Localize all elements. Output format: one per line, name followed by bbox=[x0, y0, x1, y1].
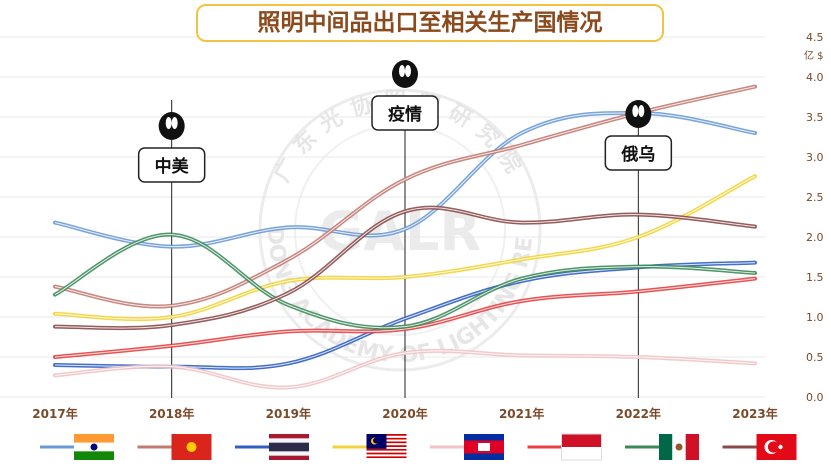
legend-flag-mexico-icon bbox=[659, 434, 699, 460]
series-line-highlight bbox=[54, 234, 756, 329]
annotation-box bbox=[371, 95, 439, 131]
legend-flag-malaysia-icon bbox=[366, 434, 407, 460]
legend-flag-india-icon bbox=[74, 434, 114, 460]
y-tick-label: 2.0 bbox=[806, 231, 824, 244]
annotation-label: 疫情 bbox=[388, 104, 422, 125]
annotation-icon-detail bbox=[632, 105, 639, 117]
y-tick-label: 0.0 bbox=[806, 391, 824, 404]
x-tick-label: 2021年 bbox=[499, 406, 544, 421]
legend-flag-vietnam-icon bbox=[171, 434, 212, 460]
annotation-label: 俄乌 bbox=[620, 144, 655, 165]
annotation-icon-detail bbox=[405, 65, 411, 77]
legend-flag-thailand-icon bbox=[269, 434, 309, 460]
y-axis-unit: 亿 $ bbox=[804, 49, 824, 62]
legend-flag-turkey-icon bbox=[756, 434, 797, 460]
series-line-highlight bbox=[54, 350, 756, 389]
annotation-icon-detail bbox=[399, 65, 405, 77]
y-tick-label: 3.0 bbox=[806, 151, 824, 164]
x-tick-label: 2018年 bbox=[149, 406, 194, 421]
x-tick-label: 2020年 bbox=[382, 406, 427, 421]
series-line-highlight bbox=[54, 278, 756, 358]
annotation-box bbox=[137, 147, 206, 183]
annotation-icon bbox=[625, 100, 652, 128]
x-tick-label: 2019年 bbox=[266, 406, 311, 421]
y-tick-label: 3.5 bbox=[806, 111, 824, 124]
legend-flag-indonesia-icon bbox=[561, 433, 602, 461]
annotation-label: 中美 bbox=[155, 156, 190, 177]
annotation-icon bbox=[392, 60, 418, 88]
legend-flag-cambodia-icon bbox=[464, 434, 504, 460]
y-tick-label: 1.0 bbox=[806, 311, 824, 324]
y-tick-label: 4.0 bbox=[806, 71, 824, 84]
annotation-icon-detail bbox=[171, 117, 178, 129]
y-tick-label: 2.5 bbox=[806, 191, 824, 204]
series-line-highlight bbox=[54, 207, 756, 329]
x-tick-label: 2022年 bbox=[616, 406, 661, 421]
y-tick-label: 0.5 bbox=[806, 351, 824, 364]
annotation-box bbox=[604, 135, 673, 171]
annotation-icon-detail bbox=[165, 117, 172, 129]
annotation-icon bbox=[158, 112, 185, 140]
x-tick-label: 2017年 bbox=[32, 406, 77, 421]
chart-title: 照明中间品出口至相关生产国情况 bbox=[196, 4, 664, 42]
series-line-highlight bbox=[54, 175, 756, 320]
annotation-icon-detail bbox=[638, 105, 645, 117]
y-tick-label: 1.5 bbox=[806, 271, 824, 284]
x-tick-label: 2023年 bbox=[732, 406, 777, 421]
y-tick-label: 4.5 bbox=[806, 31, 824, 44]
